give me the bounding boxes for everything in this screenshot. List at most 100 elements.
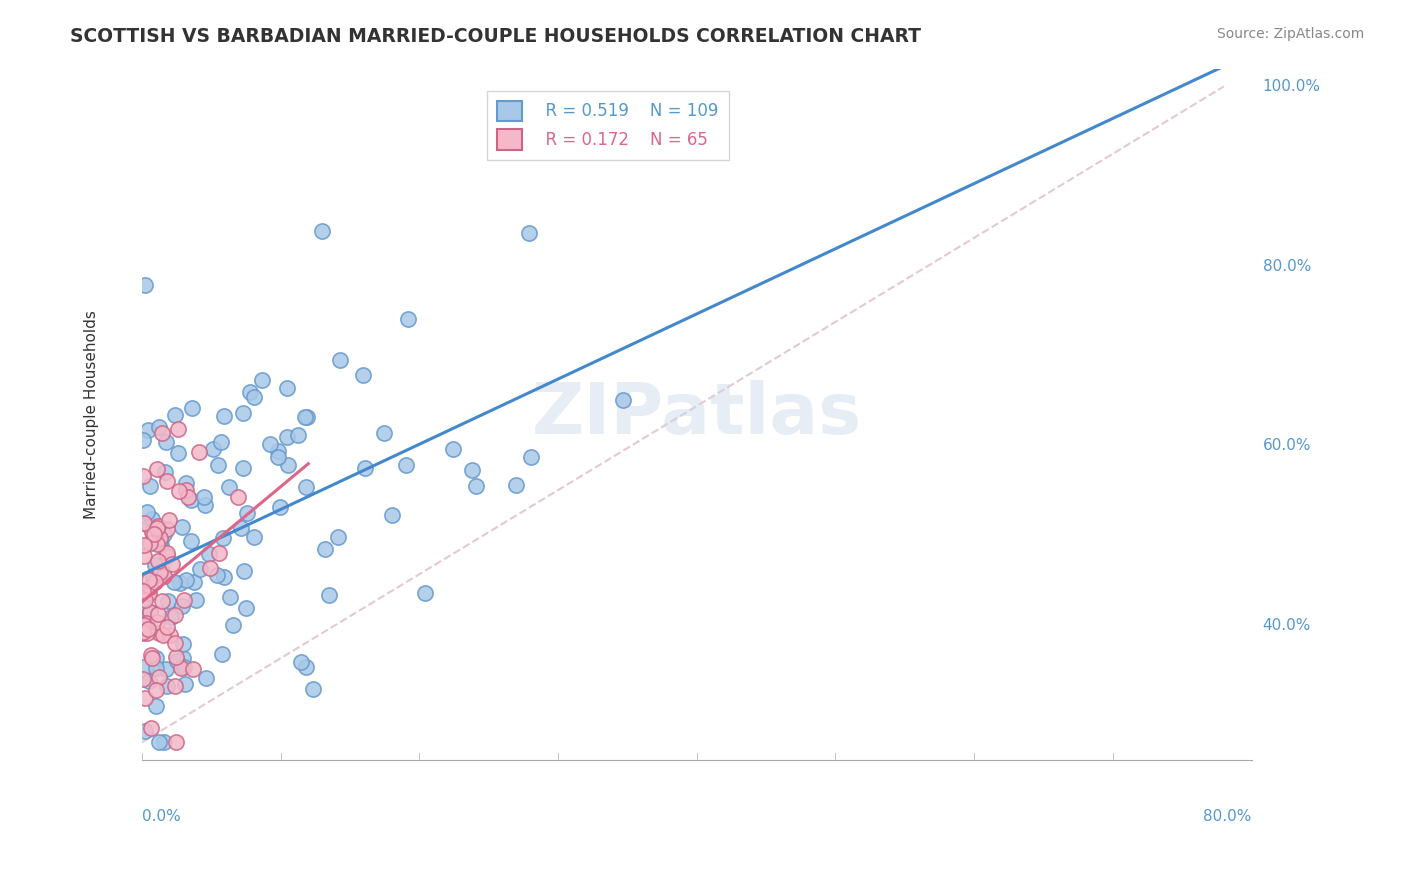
Scottish xyxy=(295,660,318,674)
Scottish xyxy=(172,599,194,614)
Scottish xyxy=(145,661,167,675)
Text: Source: ZipAtlas.com: Source: ZipAtlas.com xyxy=(1216,27,1364,41)
Text: SCOTTISH VS BARBADIAN MARRIED-COUPLE HOUSEHOLDS CORRELATION CHART: SCOTTISH VS BARBADIAN MARRIED-COUPLE HOU… xyxy=(70,27,921,45)
Barbadians xyxy=(145,682,167,697)
Scottish xyxy=(157,594,180,608)
Scottish xyxy=(166,654,188,668)
Scottish xyxy=(519,450,541,464)
Text: ZIPatlas: ZIPatlas xyxy=(531,380,862,449)
Scottish xyxy=(155,662,177,676)
Barbadians xyxy=(165,607,187,622)
Barbadians xyxy=(139,648,162,662)
Barbadians xyxy=(146,615,169,629)
Scottish xyxy=(290,655,312,669)
Scottish xyxy=(186,592,208,607)
Barbadians xyxy=(145,462,167,476)
Scottish xyxy=(180,534,202,549)
Scottish xyxy=(153,527,176,541)
Scottish xyxy=(232,406,254,420)
Scottish xyxy=(190,562,212,576)
Scottish xyxy=(134,723,156,738)
Barbadians xyxy=(148,626,170,640)
Scottish xyxy=(231,521,253,535)
Scottish xyxy=(243,390,266,404)
Scottish xyxy=(441,442,464,456)
Scottish xyxy=(138,423,160,437)
Scottish xyxy=(172,637,194,651)
Scottish xyxy=(294,410,316,425)
Scottish xyxy=(252,373,274,387)
Barbadians xyxy=(156,549,179,563)
Scottish xyxy=(149,532,172,546)
Barbadians xyxy=(163,636,186,650)
Scottish xyxy=(142,570,165,584)
Barbadians xyxy=(141,651,163,665)
Scottish xyxy=(294,480,316,494)
Barbadians xyxy=(146,537,169,551)
Text: 60.0%: 60.0% xyxy=(1263,438,1312,453)
Scottish xyxy=(138,673,160,688)
Barbadians xyxy=(149,565,172,579)
Barbadians xyxy=(174,483,197,497)
Barbadians xyxy=(163,680,186,694)
Scottish xyxy=(198,547,221,561)
Barbadians xyxy=(142,526,165,541)
Barbadians xyxy=(155,620,177,634)
Scottish xyxy=(173,660,195,674)
Scottish xyxy=(207,567,229,582)
Barbadians xyxy=(156,522,179,536)
Barbadians xyxy=(131,625,153,640)
Scottish xyxy=(180,493,202,508)
Scottish xyxy=(163,575,186,590)
Scottish xyxy=(183,574,205,589)
Barbadians xyxy=(156,546,179,560)
Scottish xyxy=(155,434,177,449)
Barbadians xyxy=(200,561,222,575)
Barbadians xyxy=(148,670,170,684)
Scottish xyxy=(236,506,259,520)
Barbadians xyxy=(165,735,187,749)
Scottish xyxy=(232,461,254,475)
Barbadians xyxy=(135,616,157,631)
Barbadians xyxy=(177,490,200,504)
Text: 0.0%: 0.0% xyxy=(142,809,180,824)
Scottish xyxy=(134,277,156,292)
Scottish xyxy=(259,437,281,451)
Scottish xyxy=(287,428,309,442)
Scottish xyxy=(212,409,235,423)
Scottish xyxy=(136,505,159,519)
Barbadians xyxy=(134,593,156,607)
Barbadians xyxy=(173,592,195,607)
Barbadians xyxy=(139,721,162,735)
Scottish xyxy=(505,478,527,492)
Scottish xyxy=(329,352,352,367)
Barbadians xyxy=(166,422,188,436)
Scottish xyxy=(155,679,177,693)
Scottish xyxy=(141,511,163,525)
Barbadians xyxy=(170,661,193,675)
Barbadians xyxy=(131,584,153,599)
Barbadians xyxy=(146,521,169,535)
Scottish xyxy=(149,538,172,552)
Scottish xyxy=(201,442,224,457)
Scottish xyxy=(395,458,418,472)
Scottish xyxy=(148,735,170,749)
Scottish xyxy=(311,224,333,238)
Barbadians xyxy=(188,444,211,458)
Barbadians xyxy=(157,513,180,527)
Scottish xyxy=(381,508,404,522)
Scottish xyxy=(159,610,181,624)
Barbadians xyxy=(162,557,184,571)
Text: 80.0%: 80.0% xyxy=(1263,259,1310,274)
Barbadians xyxy=(139,536,162,550)
Scottish xyxy=(172,651,194,665)
Text: Married-couple Households: Married-couple Households xyxy=(84,310,100,519)
Legend:   R = 0.519    N = 109,   R = 0.172    N = 65: R = 0.519 N = 109, R = 0.172 N = 65 xyxy=(486,91,728,160)
Scottish xyxy=(396,312,419,326)
Scottish xyxy=(139,479,162,493)
Scottish xyxy=(209,435,232,450)
Scottish xyxy=(519,227,541,241)
Scottish xyxy=(297,409,319,424)
Text: 100.0%: 100.0% xyxy=(1263,79,1320,94)
Scottish xyxy=(352,368,374,382)
